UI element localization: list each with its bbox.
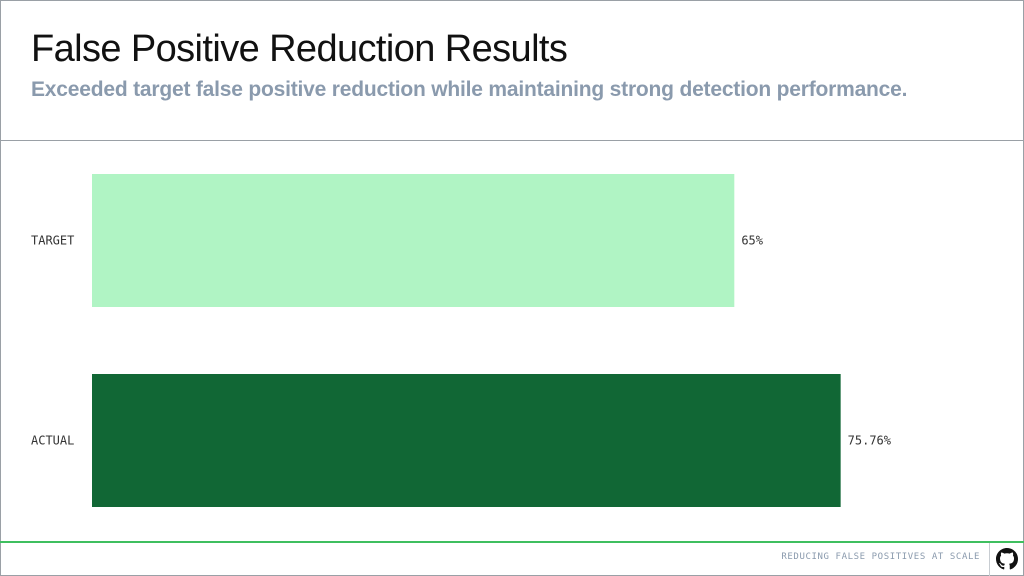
header: False Positive Reduction Results Exceede… [0,0,1024,140]
footer-accent-line [0,541,1024,543]
footer-caption: REDUCING FALSE POSITIVES AT SCALE [781,552,980,562]
page-title: False Positive Reduction Results [31,28,568,70]
category-label-target: TARGET [31,234,74,248]
github-icon [996,548,1018,570]
value-label-actual: 75.76% [848,434,892,448]
footer-divider [989,543,990,576]
value-label-target: 65% [741,234,763,248]
bar-target [92,174,735,307]
bar-chart: TARGET 65% ACTUAL 75.76% [0,141,1024,541]
category-label-actual: ACTUAL [31,434,74,448]
footer: REDUCING FALSE POSITIVES AT SCALE [0,543,1024,576]
header-divider [0,140,1024,141]
chart-svg: TARGET 65% ACTUAL 75.76% [31,174,892,507]
bar-actual [92,374,841,507]
page-subtitle: Exceeded target false positive reduction… [31,78,908,101]
